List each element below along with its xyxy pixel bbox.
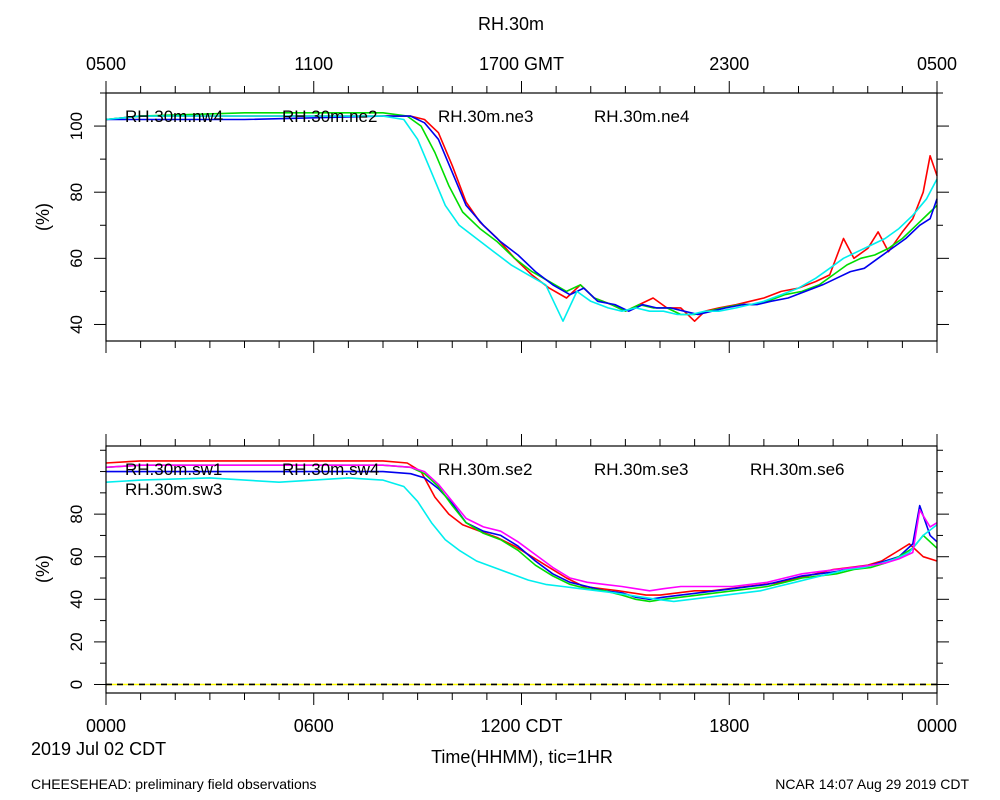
series-line-rh-30m-sw3 — [105, 464, 938, 603]
cdt-tick-label: 0000 — [86, 716, 126, 736]
cdt-tick-label: 1800 — [709, 716, 749, 736]
cdt-tick-label: 1200 CDT — [480, 716, 562, 736]
legend-rh-30m-ne4: RH.30m.ne4 — [594, 107, 689, 126]
bottom-panel-ylabel: (%) — [33, 555, 53, 583]
top-panel-frame — [105, 92, 938, 342]
gmt-tick-label: 0500 — [917, 54, 957, 74]
series-line-rh-30m-ne2 — [105, 112, 938, 316]
legend-rh-30m-nw4: RH.30m.nw4 — [125, 107, 223, 126]
legend-rh-30m-se6: RH.30m.se6 — [750, 460, 844, 479]
series-line-rh-30m-ne4 — [105, 115, 938, 323]
legend-rh-30m-ne3: RH.30m.ne3 — [438, 107, 533, 126]
y-tick-label: 20 — [67, 632, 86, 651]
cdt-tick-label: 0000 — [917, 716, 957, 736]
series-line-rh-30m-nw4 — [105, 115, 938, 323]
series-line-rh-30m-se2 — [105, 477, 938, 603]
y-tick-label: 0 — [67, 680, 86, 689]
series-line-rh-30m-se3 — [105, 464, 938, 592]
top-panel-ticks: 40 60 80 100 — [67, 81, 949, 353]
y-tick-label: 80 — [67, 505, 86, 524]
y-tick-label: 80 — [67, 183, 86, 202]
footer-left: CHEESEHEAD: preliminary field observatio… — [31, 776, 317, 792]
legend-rh-30m-sw3: RH.30m.sw3 — [125, 480, 222, 499]
bottom-panel-ticks: 0 20 40 60 80 — [67, 434, 949, 705]
series-line-rh-30m-sw4 — [106, 470, 938, 601]
top-panel: 40 60 80 100 RH.30m.nw4 RH.30m.ne2 RH.30m.ne3… — [33, 54, 957, 353]
bottom-cdt-axis-labels: 0000 0600 1200 CDT 1800 0000 — [86, 716, 957, 736]
bottom-panel-legend: RH.30m.sw1 RH.30m.sw4 RH.30m.sw3 RH.30m.se2… — [125, 460, 844, 499]
bottom-panel: 0 20 40 60 80 RH.30m.sw1 RH.30m.sw4 RH.30m.sw3… — [33, 434, 957, 736]
top-gmt-axis-labels: 0500 1100 1700 GMT 2300 0500 — [86, 54, 957, 74]
legend-rh-30m-se2: RH.30m.se2 — [438, 460, 532, 479]
date-label: 2019 Jul 02 CDT — [31, 739, 166, 759]
cdt-tick-label: 0600 — [294, 716, 334, 736]
gmt-tick-label: 1100 — [294, 54, 333, 74]
series-line-rh-30m-ne3 — [106, 115, 938, 316]
gmt-tick-label: 2300 — [709, 54, 749, 74]
x-axis-label: Time(HHMM), tic=1HR — [431, 747, 613, 767]
y-tick-label: 60 — [67, 249, 86, 268]
legend-rh-30m-sw4: RH.30m.sw4 — [282, 460, 379, 479]
top-panel-legend: RH.30m.nw4 RH.30m.ne2 RH.30m.ne3 RH.30m.ne4 — [125, 107, 689, 126]
legend-rh-30m-ne2: RH.30m.ne2 — [282, 107, 377, 126]
top-panel-ylabel: (%) — [33, 203, 53, 231]
legend-rh-30m-sw1: RH.30m.sw1 — [125, 460, 222, 479]
y-tick-label: 40 — [67, 590, 86, 609]
gmt-tick-label: 0500 — [86, 54, 126, 74]
chart-title: RH.30m — [478, 14, 544, 34]
footer-right: NCAR 14:07 Aug 29 2019 CDT — [775, 776, 969, 792]
bottom-panel-series — [105, 460, 938, 686]
y-tick-label: 60 — [67, 547, 86, 566]
gmt-tick-label: 1700 GMT — [479, 54, 564, 74]
legend-rh-30m-se3: RH.30m.se3 — [594, 460, 688, 479]
y-tick-label: 100 — [67, 112, 86, 140]
bottom-panel-frame — [105, 445, 938, 694]
top-panel-series — [105, 112, 938, 323]
y-tick-label: 40 — [67, 315, 86, 334]
